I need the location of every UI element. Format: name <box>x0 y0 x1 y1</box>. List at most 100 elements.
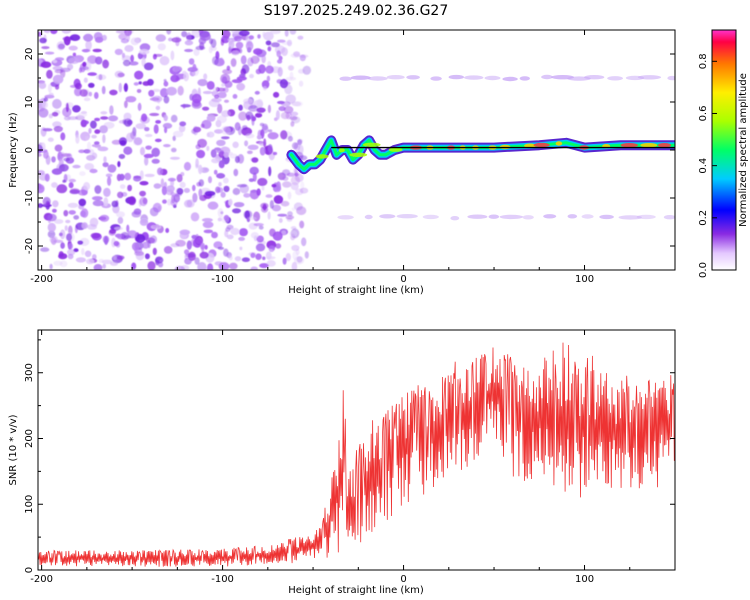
noise-blob <box>40 61 52 68</box>
noise-blob <box>233 202 245 208</box>
noise-blob <box>277 66 283 77</box>
colorbar-label: Normalized spectral amplitude <box>738 73 749 227</box>
noise-blob <box>191 93 202 104</box>
noise-blob <box>69 34 81 41</box>
noise-blob <box>287 135 293 142</box>
noise-blob <box>252 172 257 182</box>
noise-blob <box>85 40 92 50</box>
noise-blob <box>285 111 292 120</box>
noise-blob <box>221 110 231 117</box>
noise-blob <box>128 196 136 206</box>
noise-blob <box>261 185 265 191</box>
noise-blob <box>228 255 233 261</box>
noise-blob <box>221 76 228 84</box>
noise-blob <box>247 150 253 155</box>
noise-blob <box>123 83 128 92</box>
noise-blob <box>154 138 162 143</box>
noise-blob <box>256 134 262 140</box>
noise-blob <box>216 149 224 154</box>
noise-blob <box>238 111 248 121</box>
y-tick-label: 300 <box>24 363 35 382</box>
noise-blob <box>197 138 208 148</box>
noise-blob <box>44 173 50 182</box>
noise-blob <box>81 120 89 125</box>
noise-blob <box>159 56 170 66</box>
noise-blob <box>122 59 131 67</box>
noise-blob <box>230 58 237 67</box>
noise-blob <box>216 115 227 124</box>
noise-blob <box>208 176 212 184</box>
noise-blob <box>302 65 312 75</box>
side-band-low-segment <box>618 215 642 220</box>
side-band-low-segment <box>567 214 578 219</box>
noise-blob <box>220 191 226 198</box>
side-band-high-segment <box>350 75 371 80</box>
side-bands <box>337 74 675 221</box>
noise-blob <box>121 52 126 59</box>
noise-blob <box>278 218 283 223</box>
noise-blob <box>195 45 206 51</box>
noise-blob <box>207 131 215 138</box>
noise-blob <box>188 58 195 65</box>
noise-blob <box>250 55 260 64</box>
noise-blob <box>130 37 140 46</box>
spectrogram-x-ticks: -200 -100 0 100 <box>30 30 676 285</box>
side-band-low-segment <box>396 214 418 219</box>
noise-blob <box>60 132 66 141</box>
noise-blob <box>144 253 150 260</box>
noise-blob <box>217 208 224 218</box>
noise-blob <box>193 48 200 56</box>
noise-blob <box>68 242 73 250</box>
noise-blob <box>196 149 206 159</box>
y-tick-label: 0 <box>24 567 35 573</box>
noise-blob <box>53 260 63 266</box>
noise-blob <box>73 215 80 220</box>
colorbar-tick-label: 0.2 <box>698 210 709 226</box>
noise-blob <box>60 242 65 249</box>
noise-blob <box>254 90 260 95</box>
noise-blob <box>170 74 180 83</box>
noise-blob <box>181 30 188 38</box>
noise-blob <box>243 193 251 198</box>
noise-blob <box>183 161 192 171</box>
noise-blob <box>235 41 244 49</box>
noise-blob <box>253 48 263 55</box>
noise-blob <box>48 92 54 98</box>
noise-blob <box>126 224 130 233</box>
noise-blob <box>47 213 57 222</box>
x-tick-label: -100 <box>211 574 234 585</box>
noise-blob <box>204 190 216 197</box>
noise-blob <box>94 117 101 122</box>
noise-blob <box>223 185 230 193</box>
side-band-high-segment <box>406 75 420 80</box>
noise-blob <box>88 91 93 97</box>
noise-blob <box>52 208 57 213</box>
noise-blob <box>263 138 267 148</box>
noise-blob <box>233 168 239 177</box>
noise-blob <box>155 256 164 264</box>
noise-blob <box>81 222 88 230</box>
noise-blob <box>222 69 233 75</box>
noise-blob <box>152 88 161 93</box>
side-band-low-segment <box>364 214 373 220</box>
side-band-high-segment <box>464 75 484 80</box>
side-band-high-segment <box>386 75 405 80</box>
noise-blob <box>99 214 110 222</box>
noise-blob <box>103 121 115 129</box>
noise-blob <box>43 150 49 159</box>
snr-x-label: Height of straight line (km) <box>288 585 424 596</box>
noise-blob <box>108 115 119 122</box>
noise-blob <box>124 100 128 109</box>
noise-blob <box>164 126 168 134</box>
noise-blob <box>123 112 132 121</box>
spectrogram-y-label: Frequency (Hz) <box>8 112 19 188</box>
noise-blob <box>89 168 98 174</box>
noise-blob <box>234 122 241 131</box>
noise-blob <box>290 182 299 191</box>
noise-blob <box>282 181 292 188</box>
noise-blob <box>203 73 208 80</box>
noise-blob <box>65 219 71 224</box>
main-line-hotspot <box>640 143 658 148</box>
noise-blob <box>283 106 294 114</box>
noise-blob <box>68 178 77 183</box>
